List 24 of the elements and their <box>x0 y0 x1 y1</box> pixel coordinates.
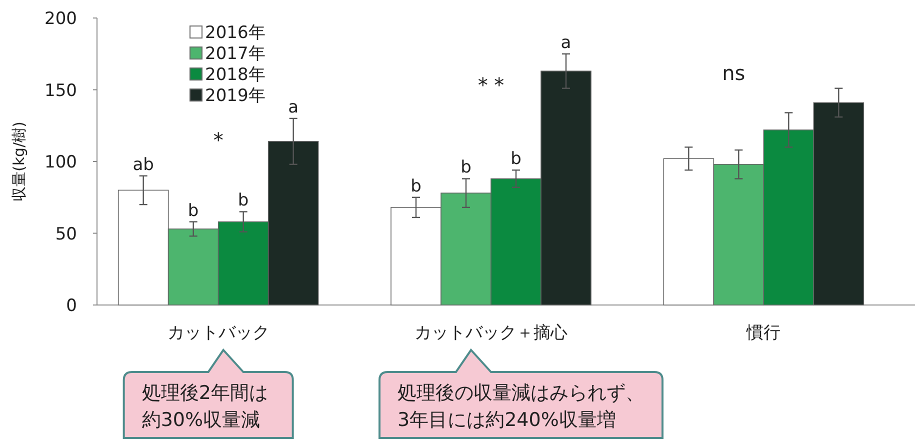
y-tick-label: 50 <box>55 224 77 244</box>
legend-label: 2018年 <box>205 65 266 85</box>
x-tick-label: カットバック <box>167 323 270 343</box>
data-label: b <box>460 158 472 178</box>
y-axis-title: 収量(kg/樹) <box>10 122 28 202</box>
legend-label: 2017年 <box>205 44 266 64</box>
data-label: a <box>560 32 572 53</box>
data-label: a <box>288 97 299 118</box>
y-tick-label: 100 <box>44 152 77 172</box>
y-tick-label: 150 <box>44 80 77 101</box>
data-label: b <box>410 176 422 196</box>
data-label: b <box>510 149 522 170</box>
y-tick-label: 200 <box>44 9 77 29</box>
data-label: b <box>188 200 199 221</box>
annotation: * <box>213 128 224 152</box>
data-label: b <box>238 190 249 211</box>
y-tick-label: 0 <box>66 296 77 316</box>
legend-label: 2019年 <box>205 86 266 106</box>
annotation: ns <box>722 61 746 85</box>
legend-label: 2016年 <box>205 23 266 43</box>
x-tick-label: カットバック＋摘心 <box>414 323 568 343</box>
annotation: * * <box>478 73 504 97</box>
data-label: ab <box>132 154 154 175</box>
x-tick-label: 慣行 <box>746 323 781 343</box>
